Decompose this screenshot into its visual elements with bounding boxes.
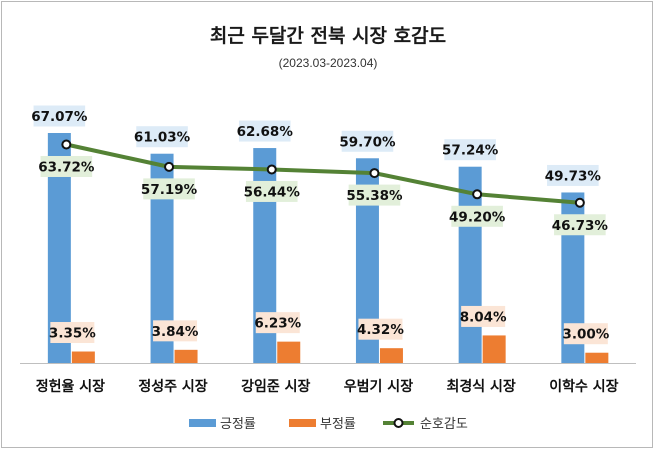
legend-positive-swatch [189,419,216,427]
label-negative-4-text: 8.04% [460,309,507,325]
label-negative-1: 3.84% [152,320,199,342]
label-negative-2-text: 6.23% [254,316,301,332]
label-positive-1: 61.03% [134,126,191,148]
legend-positive: 긍정률 [189,417,256,432]
label-positive-4: 57.24% [442,139,499,161]
label-positive-2: 62.68% [237,120,294,142]
label-net-4-text: 49.20% [449,209,506,225]
line-point-5 [574,197,585,208]
bar-positive-0 [47,133,71,363]
label-net-4: 49.20% [449,205,506,227]
label-negative-1-text: 3.84% [152,324,199,340]
x-tick-label-1: 정성주 시장 [138,378,207,395]
label-negative-4-bg [461,305,506,327]
label-net-5-text: 46.73% [552,218,609,234]
line-point-0 [61,139,72,150]
bar-negative-3 [379,348,403,363]
chart-title: 최근 두달간 전북 시장 호감도 [210,25,446,47]
label-negative-5: 3.00% [562,323,610,345]
label-positive-5-text: 49.73% [545,168,602,184]
label-net-3-text: 55.38% [346,188,403,204]
x-tick-label-2: 강임준 시장 [241,378,310,395]
x-tick-label-3: 우범기 시장 [344,378,413,395]
label-positive-5-bg [547,164,599,186]
label-positive-3-text: 59.70% [339,134,396,150]
label-positive-4-bg [444,139,496,161]
label-positive-3: 59.70% [339,130,396,152]
label-net-5-bg [554,214,606,236]
label-net-3-bg [348,184,401,206]
line-point-1 [164,161,175,172]
label-net-5: 46.73% [552,214,609,236]
label-net-2-bg [245,180,298,202]
legend-positive-text: 긍정률 [220,417,256,432]
bar-negative-4 [482,335,506,363]
legend-negative-swatch [289,419,316,427]
bar-negative-5 [585,352,609,363]
label-net-2-text: 56.44% [244,184,301,200]
label-net-3: 55.38% [346,184,403,206]
bar-positive-1 [150,153,174,363]
label-net-1-text: 57.19% [141,182,198,198]
label-net-0-bg [40,155,93,177]
label-net-1-bg [143,178,195,200]
label-net-1: 57.19% [141,178,198,200]
label-negative-4: 8.04% [460,305,507,327]
legend-negative-text: 부정률 [320,417,356,432]
label-negative-5-text: 3.00% [562,327,609,343]
legend-negative: 부정률 [289,417,356,432]
label-net-0-text: 63.72% [38,159,95,175]
label-negative-3: 4.32% [357,318,404,340]
bar-negative-0 [71,351,95,363]
bar-negative-1 [174,349,198,363]
label-net-0: 63.72% [38,155,95,177]
net-favorability-line [65,142,581,205]
label-negative-1-bg [153,320,198,342]
label-negative-3-text: 4.32% [357,322,404,338]
label-positive-0-bg [33,105,86,127]
line-point-2 [266,164,277,175]
label-negative-2: 6.23% [254,312,302,334]
label-positive-3-bg [341,130,394,152]
label-negative-2-bg [255,312,300,334]
label-negative-0: 3.35% [49,322,96,344]
label-negative-0-text: 3.35% [49,326,96,342]
label-positive-0-text: 67.07% [31,109,88,125]
label-positive-1-bg [136,126,188,148]
label-negative-5-bg [563,323,608,345]
label-positive-2-bg [238,120,291,142]
x-tick-label-5: 이학수 시장 [549,378,618,395]
line-point-3 [369,168,380,179]
label-positive-0: 67.07% [31,105,88,127]
bar-negative-2 [277,341,301,363]
label-negative-0-bg [50,322,95,344]
label-net-4-bg [451,205,503,227]
legend-net: 순호감도 [383,417,468,432]
legend-net-marker [393,418,404,428]
label-positive-2-text: 62.68% [237,124,294,140]
label-positive-5: 49.73% [545,164,602,186]
x-tick-label-4: 최경식 시장 [447,378,516,395]
bar-positive-3 [355,158,379,363]
label-negative-3-bg [358,318,403,340]
label-positive-1-text: 61.03% [134,130,191,146]
chart-subtitle: (2023.03-2023.04) [279,56,378,70]
legend-net-text: 순호감도 [420,417,468,432]
line-point-4 [472,189,483,200]
x-tick-label-0: 정헌율 시장 [36,378,105,395]
label-positive-4-text: 57.24% [442,143,499,159]
label-net-2: 56.44% [244,180,301,202]
